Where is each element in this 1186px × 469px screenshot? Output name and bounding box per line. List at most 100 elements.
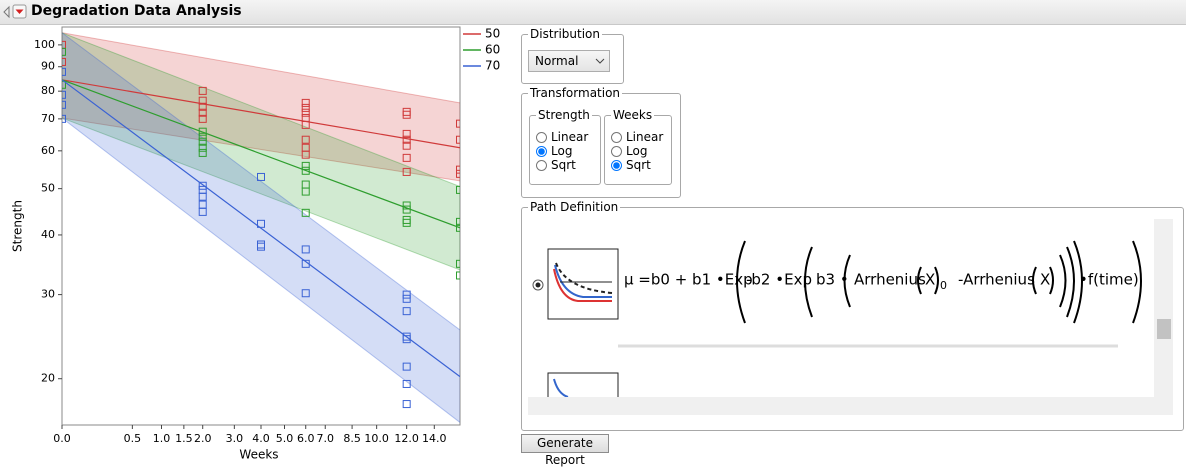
collapse-icon[interactable] <box>3 5 10 19</box>
radio-label: Log <box>551 144 573 158</box>
formula-part: Arrhenius <box>854 271 926 289</box>
group-title: Strength <box>536 108 592 122</box>
y-tick-label: 20 <box>41 372 55 385</box>
radio-option[interactable]: Sqrt <box>536 158 576 172</box>
point <box>301 103 310 112</box>
point <box>456 223 460 232</box>
radio[interactable] <box>536 159 547 171</box>
band-edge <box>62 32 460 188</box>
point <box>402 201 411 210</box>
x-tick-label: 3.0 <box>226 432 244 445</box>
strength-group: Strength Linear Log Sqrt <box>529 108 601 185</box>
x-tick-label: 5.0 <box>276 432 294 445</box>
band-edge <box>62 117 460 182</box>
point <box>62 47 66 56</box>
point <box>62 114 66 123</box>
icon-curve <box>553 378 569 398</box>
path-definition-group: Path Definition μ =b0 + b1 •Exp -b2 •Exp… <box>521 200 1184 431</box>
y-tick-label: 100 <box>34 38 55 51</box>
point <box>402 141 411 150</box>
point <box>402 335 411 344</box>
x-tick-label: 1.0 <box>153 432 171 445</box>
radio-label: Sqrt <box>551 158 576 172</box>
point <box>198 207 207 216</box>
radio[interactable] <box>611 145 622 157</box>
point <box>301 166 310 175</box>
x-tick-label: 0.5 <box>124 432 142 445</box>
point <box>301 120 310 129</box>
weeks-group: Weeks Linear Log Sqrt <box>604 108 672 185</box>
point <box>301 108 310 117</box>
group-title: Path Definition <box>528 200 621 214</box>
point <box>62 100 66 109</box>
formula-part: X <box>1040 271 1050 289</box>
radio[interactable] <box>536 131 547 143</box>
transformation-group: Transformation Strength Linear Log Sqrt We… <box>521 86 681 198</box>
x-tick-label: 4.0 <box>252 432 270 445</box>
radio-option[interactable]: Log <box>536 144 572 158</box>
distribution-select[interactable]: Normal <box>528 50 610 72</box>
point <box>402 294 411 303</box>
radio-option[interactable]: Sqrt <box>611 158 651 172</box>
point <box>402 307 411 316</box>
distribution-group: Distribution Normal <box>521 27 624 84</box>
radio-label: Linear <box>551 130 589 144</box>
y-tick-label: 90 <box>41 60 55 73</box>
point <box>301 289 310 298</box>
point <box>402 167 411 176</box>
path-icon <box>547 248 619 320</box>
vertical-scrollbar[interactable] <box>1154 219 1173 415</box>
formula-part: -Arrhenius <box>958 271 1035 289</box>
group-title: Weeks <box>611 108 655 122</box>
point <box>301 187 310 196</box>
point <box>301 135 310 144</box>
point <box>198 192 207 201</box>
x-tick-label: 12.0 <box>394 432 419 445</box>
chart: Strength Weeks 20 30 40 50 60 70 80 90 100 0.0 0.5… <box>11 26 500 462</box>
point <box>301 208 310 217</box>
point <box>402 205 411 214</box>
radio-option[interactable]: Linear <box>611 130 663 144</box>
point <box>301 245 310 254</box>
point <box>402 400 411 409</box>
formula-subscript: 0 <box>940 279 947 292</box>
horizontal-scrollbar[interactable] <box>528 397 1154 415</box>
formula-part: •f(time) <box>1079 271 1139 289</box>
generate-report-button[interactable]: Generate Report <box>521 434 609 467</box>
point <box>301 98 310 107</box>
x-tick-label: 6.0 <box>297 432 315 445</box>
point <box>62 40 66 49</box>
header-icons <box>3 4 27 19</box>
y-axis-label: Strength <box>11 200 25 252</box>
point <box>198 86 207 95</box>
band-edge <box>62 117 460 271</box>
radio[interactable] <box>611 159 622 171</box>
point <box>62 90 66 99</box>
y-tick-label: 50 <box>41 182 55 195</box>
confidence-band <box>62 32 460 270</box>
header-title: Degradation Data Analysis <box>31 3 242 19</box>
point <box>198 132 207 141</box>
radio[interactable] <box>611 131 622 143</box>
radio-option[interactable]: Linear <box>536 130 588 144</box>
y-tick-label: 70 <box>41 112 55 125</box>
x-tick-label: 14.0 <box>422 432 447 445</box>
icon-curve <box>553 268 612 302</box>
formula: μ =b0 + b1 •Exp -b2 •Exp b3 • Arrhenius … <box>532 240 1142 415</box>
point <box>456 259 460 268</box>
path-radio-dot <box>535 282 541 288</box>
legend-label: 70 <box>485 59 500 73</box>
point <box>301 259 310 268</box>
point <box>301 150 310 159</box>
formula-part: b3 • <box>816 271 849 289</box>
legend-label: 60 <box>485 43 500 57</box>
radio[interactable] <box>536 145 547 157</box>
fit-line <box>62 79 460 149</box>
point <box>198 143 207 152</box>
point <box>456 119 460 128</box>
radio-option[interactable]: Log <box>611 144 647 158</box>
point <box>456 217 460 226</box>
scroll-thumb[interactable] <box>1157 319 1171 339</box>
point <box>62 57 66 66</box>
